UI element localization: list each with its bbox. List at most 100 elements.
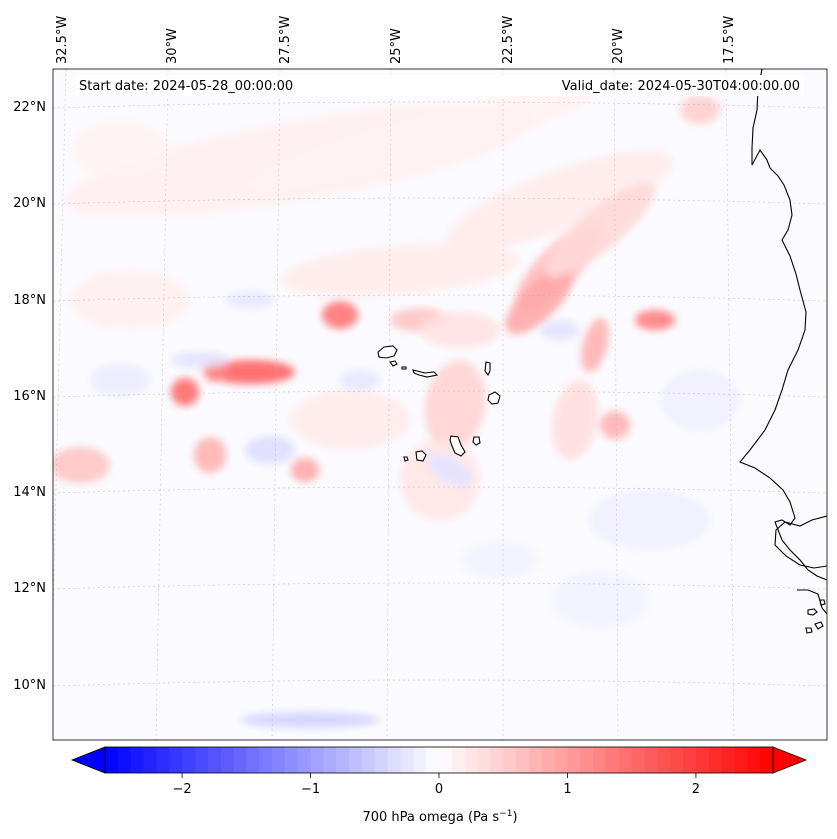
colorbar-segment (606, 747, 620, 773)
island-fogo (415, 450, 427, 462)
colorbar-segment (143, 747, 157, 773)
parallel (53, 101, 827, 109)
colorbar-segment (182, 747, 196, 773)
colorbar-segment (156, 747, 170, 773)
omega-positive-region (322, 301, 358, 329)
omega-positive-region (70, 270, 190, 330)
lat-label: 18°N (13, 293, 46, 308)
lon-label: 22.5°W (501, 16, 516, 64)
colorbar-segment (361, 747, 376, 773)
lat-label: 22°N (13, 100, 46, 115)
colorbar-segment (618, 747, 633, 773)
lat-label: 16°N (13, 389, 46, 404)
island-sao-vicente (389, 360, 398, 367)
map-frame (52, 68, 828, 741)
colorbar-segment (259, 747, 273, 773)
colorbar-segment (323, 747, 337, 773)
colorbar-segment (233, 747, 247, 773)
colorbar-tick-label: 2 (692, 782, 700, 797)
omega-negative-region (90, 364, 150, 396)
omega-positive-region (280, 242, 520, 298)
parallel (53, 390, 827, 398)
date-label-background (76, 75, 804, 96)
island-boa-vista (487, 391, 501, 405)
africa-coast-segment (774, 515, 827, 569)
colorbar-segment (169, 747, 183, 773)
omega-negative-region (240, 712, 380, 728)
start-date-label: Start date: 2024-05-28_00:00:00 (79, 79, 293, 94)
colorbar-segment (760, 747, 774, 773)
omega-positive-region (600, 411, 630, 439)
valid-date-label: Valid_date: 2024-05-30T04:00:00.00 (562, 79, 800, 94)
island-sal (484, 361, 491, 377)
colorbar-segment (721, 747, 736, 773)
colorbar-extend-min (70, 746, 106, 774)
colorbar-tick-label: −1 (301, 782, 320, 797)
parallel (53, 679, 827, 687)
lon-label: 25°W (389, 28, 404, 64)
colorbar-segment (426, 747, 440, 773)
colorbar-segment (580, 747, 594, 773)
meridian (725, 69, 735, 740)
colorbar-segment (490, 747, 504, 773)
africa-coastline (739, 69, 827, 581)
island-santa-luzia (401, 366, 407, 370)
colorbar: −2 −1 0 1 2 700 hPa omega (Pa s−1) (70, 746, 808, 825)
colorbar-segment (220, 747, 235, 773)
colorbar-segment (387, 747, 402, 773)
colorbar-segment (670, 747, 684, 773)
colorbar-segment (117, 747, 132, 773)
omega-positive-region (420, 312, 500, 348)
colorbar-segments (105, 747, 774, 773)
colorbar-segment (413, 747, 427, 773)
omega-positive-region (635, 310, 675, 330)
meridian (155, 69, 169, 740)
omega-negative-region (245, 436, 295, 464)
meridian (613, 69, 619, 740)
omega-positive-region (424, 360, 486, 450)
lon-label: 32.5°W (55, 16, 70, 64)
colorbar-segment (336, 747, 350, 773)
meridian (386, 69, 392, 740)
colorbar-segment (194, 747, 209, 773)
omega-positive-region (505, 265, 575, 335)
bijagos-islands (805, 599, 826, 634)
colorbar-segment (683, 747, 697, 773)
colorbar-segment (554, 747, 569, 773)
meridian (271, 69, 281, 740)
colorbar-segment (297, 747, 312, 773)
map-panel: Start date: 2024-05-28_00:00:00 Valid_da… (13, 16, 828, 741)
lon-label: 17.5°W (722, 16, 737, 64)
colorbar-segment (310, 747, 324, 773)
island-sao-nicolau (412, 369, 439, 378)
colorbar-segment (528, 747, 543, 773)
omega-positive-region (552, 380, 598, 460)
omega-positive-region (53, 447, 110, 483)
omega-negative-region (340, 370, 380, 390)
colorbar-segment (631, 747, 646, 773)
colorbar-extend-max (772, 746, 808, 774)
lon-label: 27.5°W (278, 16, 293, 64)
omega-negative-region (590, 490, 710, 550)
island-brava (403, 456, 409, 462)
colorbar-segment (246, 747, 260, 773)
colorbar-segment (105, 747, 119, 773)
omega-negative-region (170, 352, 230, 368)
longitude-labels: 32.5°W 30°W 27.5°W 25°W 22.5°W 20°W 17.5… (55, 16, 737, 64)
omega-field (53, 69, 827, 740)
colorbar-segment (734, 747, 748, 773)
colorbar-ticks: −2 −1 0 1 2 (172, 773, 700, 797)
colorbar-segment (284, 747, 299, 773)
omega-negative-region (540, 320, 580, 340)
omega-positive-region (171, 378, 199, 406)
africa-coast-south (797, 589, 827, 615)
omega-positive-region (290, 390, 410, 450)
parallel (53, 294, 827, 302)
colorbar-segment (349, 747, 363, 773)
island-santo-antao (377, 345, 398, 359)
colorbar-segment (644, 747, 658, 773)
omega-positive-region (70, 120, 170, 180)
colorbar-segment (439, 747, 453, 773)
gridlines (53, 69, 827, 740)
